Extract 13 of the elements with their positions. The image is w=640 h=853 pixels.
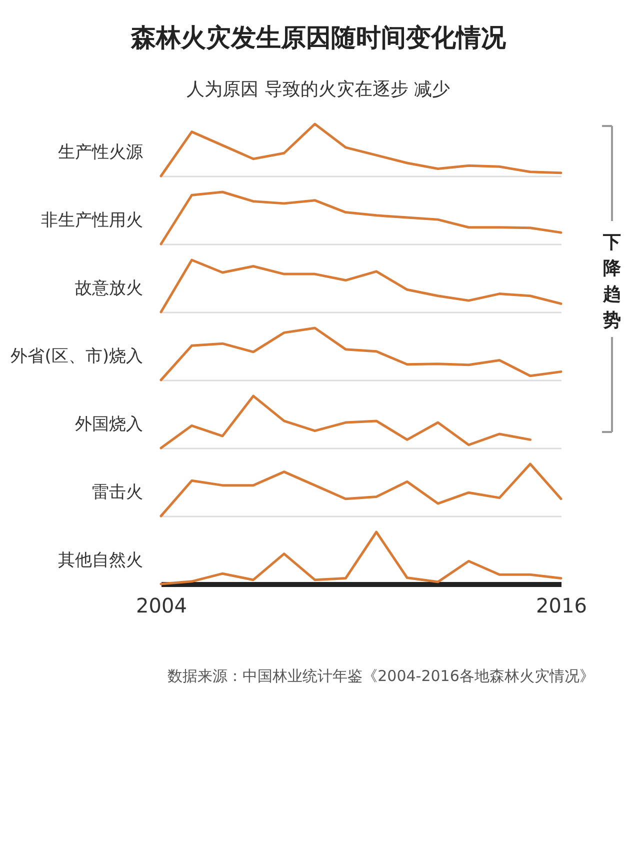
source-note: 数据来源：中国林业统计年鉴《2004-2016各地森林火灾情况》 — [168, 667, 594, 685]
series-label: 生产性火源 — [58, 142, 143, 163]
chart-title: 森林火灾发生原因随时间变化情况 — [130, 22, 507, 52]
series-label: 外国烧入 — [75, 414, 143, 435]
x-tick-label: 2016 — [536, 594, 587, 618]
x-tick-label: 2004 — [136, 594, 187, 618]
series-label: 非生产性用火 — [41, 210, 143, 231]
series-label: 外省(区、市)烧入 — [10, 346, 143, 367]
series-label: 其他自然火 — [58, 550, 143, 571]
text: 下降趋势 — [602, 232, 622, 331]
chart-subtitle: 人为原因 导致的火灾在逐步 减少 — [186, 78, 450, 100]
series-label: 雷击火 — [92, 482, 143, 503]
series-label: 故意放火 — [75, 278, 143, 299]
